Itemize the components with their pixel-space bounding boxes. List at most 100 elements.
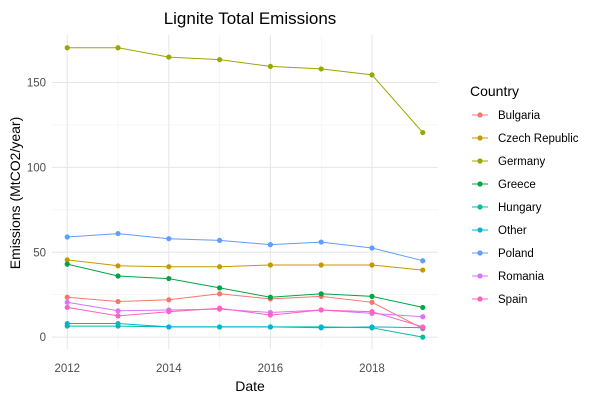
point-spain — [166, 309, 172, 315]
point-greece — [64, 261, 70, 267]
point-other — [267, 324, 273, 330]
point-spain — [217, 305, 223, 311]
point-greece — [420, 304, 426, 311]
legend-item-poland: Poland — [472, 248, 534, 260]
legend-label: Spain — [498, 294, 527, 306]
point-czech-republic — [217, 264, 223, 270]
legend-label: Czech Republic — [498, 133, 579, 145]
point-spain — [420, 324, 426, 330]
point-germany — [318, 66, 324, 72]
series-line-greece — [67, 263, 423, 308]
point-czech-republic — [166, 264, 172, 270]
y-tick-label: 50 — [33, 247, 46, 259]
point-czech-republic — [318, 262, 324, 268]
x-tick-label: 2018 — [359, 363, 385, 375]
legend: Country Bulgaria Czech Republic Germany Gre… — [470, 83, 579, 306]
point-czech-republic — [267, 262, 273, 268]
legend-title: Country — [470, 83, 519, 99]
point-other — [115, 320, 121, 327]
legend-label: Bulgaria — [498, 110, 541, 122]
series-line-germany — [67, 47, 424, 133]
point-poland — [115, 230, 121, 237]
point-poland — [318, 239, 324, 245]
legend-label: Other — [498, 225, 527, 237]
point-other — [217, 324, 223, 330]
point-czech-republic — [420, 267, 426, 273]
point-spain — [64, 304, 70, 311]
legend-key-point — [477, 181, 483, 187]
legend-key-point — [477, 204, 483, 210]
point-czech-republic — [115, 263, 121, 269]
point-bulgaria — [369, 299, 375, 305]
point-spain — [369, 309, 375, 315]
series-line-other — [67, 323, 423, 329]
legend-label: Germany — [498, 156, 546, 168]
series-points — [64, 45, 426, 340]
y-tick-label: 150 — [27, 78, 46, 90]
legend-item-greece: Greece — [472, 179, 536, 191]
x-axis-title: Date — [235, 378, 265, 394]
point-other — [369, 324, 375, 330]
point-romania — [64, 299, 70, 305]
point-poland — [420, 258, 426, 264]
point-germany — [217, 57, 223, 63]
point-germany — [64, 45, 70, 51]
series-line-spain — [67, 306, 423, 328]
y-tick-label: 100 — [27, 162, 46, 174]
legend-key-point — [477, 296, 483, 302]
point-spain — [267, 312, 273, 318]
point-other — [318, 325, 324, 331]
y-axis-title: Emissions (MtCO2/year) — [7, 117, 23, 269]
point-greece — [369, 293, 375, 299]
legend-item-germany: Germany — [472, 156, 546, 168]
legend-label: Poland — [498, 248, 534, 260]
point-poland — [64, 234, 70, 240]
chart-title: Lignite Total Emissions — [164, 9, 337, 28]
point-greece — [267, 294, 273, 300]
legend-key-point — [477, 158, 483, 164]
point-hungary — [420, 334, 426, 340]
legend-item-spain: Spain — [472, 294, 527, 306]
legend-item-other: Other — [472, 225, 527, 237]
point-poland — [369, 245, 375, 251]
point-greece — [115, 273, 121, 279]
point-poland — [166, 236, 172, 242]
legend-label: Greece — [498, 179, 536, 191]
point-spain — [318, 307, 324, 313]
x-tick-label: 2016 — [258, 363, 284, 375]
legend-item-hungary: Hungary — [472, 202, 542, 214]
point-bulgaria — [115, 298, 121, 305]
legend-key-point — [477, 273, 483, 279]
point-germany — [166, 54, 172, 60]
point-other — [166, 324, 172, 330]
series-line-bulgaria — [67, 293, 424, 330]
point-poland — [267, 242, 273, 248]
legend-key-point — [477, 227, 483, 233]
point-germany — [115, 45, 121, 51]
point-germany — [420, 129, 426, 136]
point-greece — [166, 275, 172, 282]
x-tick-label: 2012 — [54, 363, 80, 375]
point-greece — [318, 291, 324, 297]
point-bulgaria — [64, 294, 70, 300]
legend-key-point — [477, 135, 483, 141]
legend-item-bulgaria: Bulgaria — [472, 110, 541, 122]
point-czech-republic — [64, 257, 70, 263]
series-line-poland — [67, 233, 423, 262]
point-germany — [267, 63, 273, 69]
y-tick-label: 0 — [40, 332, 46, 344]
x-axis-ticks: 2012 2014 2016 2018 — [54, 363, 384, 375]
legend-key-point — [477, 112, 483, 118]
grid-lines — [52, 35, 438, 349]
point-spain — [115, 313, 121, 319]
point-poland — [217, 237, 223, 243]
legend-label: Romania — [498, 271, 545, 283]
legend-item-romania: Romania — [472, 271, 545, 283]
series-lines — [67, 47, 424, 338]
y-axis-ticks: 0 50 100 150 — [27, 78, 46, 345]
point-bulgaria — [217, 291, 223, 297]
legend-key-point — [477, 250, 483, 256]
point-greece — [217, 285, 223, 291]
x-tick-label: 2014 — [156, 363, 182, 375]
